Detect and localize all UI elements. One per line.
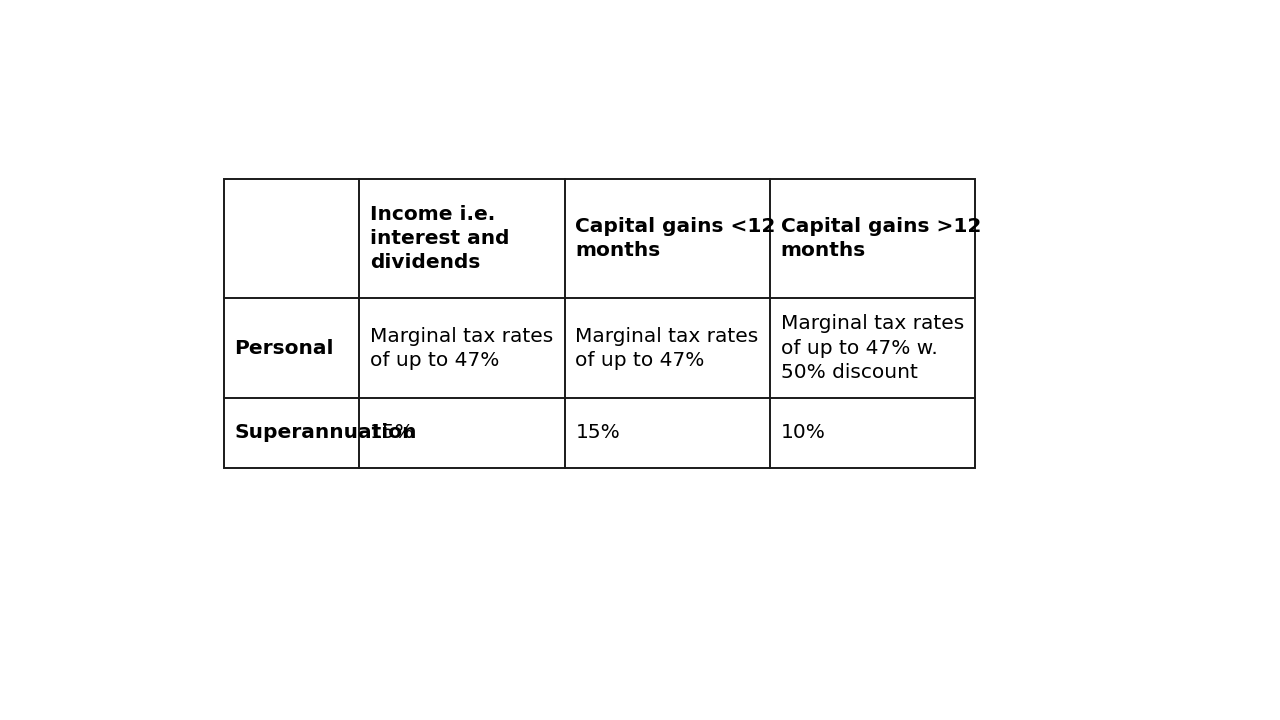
- Text: Income i.e.
interest and
dividends: Income i.e. interest and dividends: [370, 204, 509, 272]
- Text: 15%: 15%: [576, 423, 620, 442]
- Text: Capital gains <12
months: Capital gains <12 months: [576, 217, 776, 260]
- Text: Capital gains >12
months: Capital gains >12 months: [781, 217, 982, 260]
- Text: Marginal tax rates
of up to 47%: Marginal tax rates of up to 47%: [576, 327, 759, 370]
- Text: 15%: 15%: [370, 423, 415, 442]
- Text: Superannuation: Superannuation: [234, 423, 417, 442]
- Text: Marginal tax rates
of up to 47%: Marginal tax rates of up to 47%: [370, 327, 553, 370]
- Bar: [224, 179, 975, 467]
- Text: Personal: Personal: [234, 338, 334, 358]
- Text: Marginal tax rates
of up to 47% w.
50% discount: Marginal tax rates of up to 47% w. 50% d…: [781, 315, 964, 382]
- Text: 10%: 10%: [781, 423, 826, 442]
